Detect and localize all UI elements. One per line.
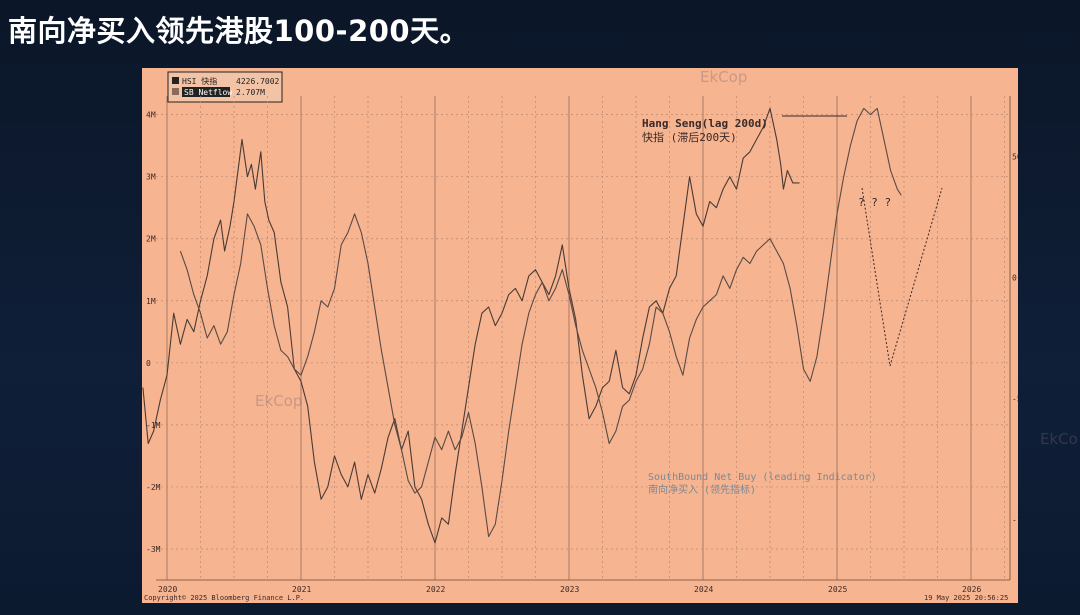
- annotation-dotted-rise: [889, 187, 943, 367]
- left-tick-label: 4M: [146, 111, 156, 120]
- right-tick-label: 5000: [1012, 153, 1018, 162]
- left-tick-label: 3M: [146, 173, 156, 182]
- x-tick-label: 2026: [962, 585, 981, 594]
- legend: HSI 快指 4226.7002 SB Netflow 2.707M: [167, 71, 283, 103]
- series-line-hsi: [179, 107, 902, 538]
- footer-timestamp: 19 May 2025 20:56:25: [924, 594, 1008, 602]
- watermark-text: EkCop: [255, 392, 303, 410]
- legend-swatch-sb: [172, 88, 179, 95]
- slide-title: 南向净买入领先港股100-200天。: [8, 14, 470, 48]
- left-tick-label: -1M: [146, 421, 161, 430]
- annotation-dotted-decline: [861, 187, 891, 367]
- footer-copyright: Copyright© 2025 Bloomberg Finance L.P.: [144, 594, 304, 602]
- left-tick-label: 0: [146, 359, 151, 368]
- left-tick-label: 1M: [146, 297, 156, 306]
- annotation-hang-seng-cn: 快指 (滞后200天): [642, 130, 737, 144]
- right-tick-label: 0: [1012, 274, 1017, 283]
- x-tick-label: 2025: [828, 585, 847, 594]
- gridlines: [156, 96, 1011, 581]
- x-tick-label: 2021: [292, 585, 311, 594]
- series-lines: [142, 107, 902, 544]
- legend-swatch-hsi: [172, 77, 179, 84]
- x-tick-label: 2020: [158, 585, 177, 594]
- watermark-text: EkCop: [700, 68, 748, 86]
- left-axis: 4M 3M 2M 1M 0 -1M -2M -3M: [146, 111, 161, 554]
- right-tick-label: -5000: [1012, 395, 1018, 404]
- x-tick-label: 2022: [426, 585, 445, 594]
- x-axis: 2020 2021 2022 2023 2024 2025 2026: [158, 585, 981, 594]
- left-tick-label: -3M: [146, 545, 161, 554]
- x-tick-label: 2023: [560, 585, 579, 594]
- annotation-hang-seng-en: Hang Seng(lag 200d): [642, 117, 768, 130]
- left-tick-label: -2M: [146, 483, 161, 492]
- series-line-sb-netflow: [142, 107, 800, 544]
- annotation-southbound-en: SouthBound Net Buy (leading Indicator): [648, 472, 877, 483]
- legend-label-sb: SB Netflow: [184, 88, 232, 97]
- right-axis: 5000 0 -5000 -10000: [1012, 153, 1041, 525]
- left-tick-label: 2M: [146, 235, 156, 244]
- watermark-text: EkCo: [1040, 430, 1078, 448]
- annotation-question-marks: ? ? ?: [858, 196, 891, 209]
- legend-label-hsi: HSI 快指: [182, 76, 217, 86]
- x-tick-label: 2024: [694, 585, 713, 594]
- annotation-southbound-cn: 南向净买入 (领先指标): [648, 483, 756, 496]
- chart-frame: HSI 快指 4226.7002 SB Netflow 2.707M 4M 3M 2…: [142, 68, 1041, 603]
- line-chart: HSI 快指 4226.7002 SB Netflow 2.707M 4M 3M 2…: [142, 71, 1041, 602]
- legend-value-hsi: 4226.7002: [236, 77, 280, 86]
- legend-value-sb: 2.707M: [236, 88, 265, 97]
- right-tick-label: -10000: [1012, 516, 1018, 525]
- legend-label-sb-bg: [182, 87, 230, 97]
